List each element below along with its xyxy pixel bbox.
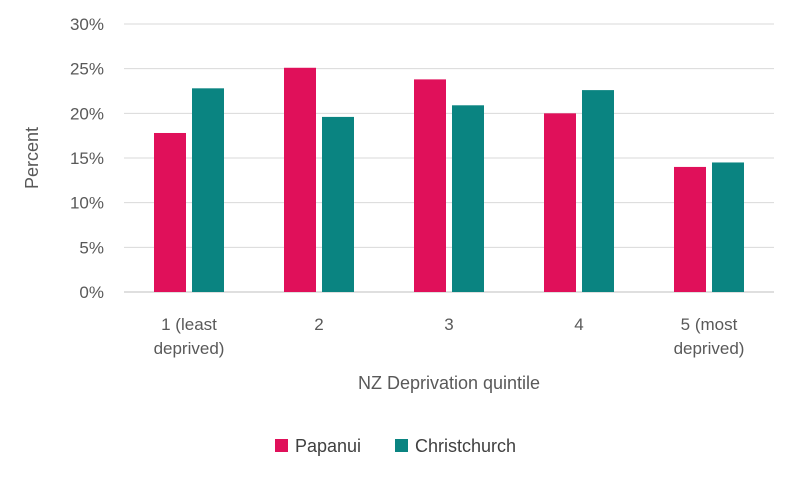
bar-papanui-2 [284,67,316,292]
legend: Papanui Christchurch [275,436,516,456]
gridlines [124,23,774,293]
bar-papanui-1 [154,132,186,292]
bar-christchurch-5 [712,162,744,292]
legend-swatch-christchurch [395,439,408,452]
y-axis-title: Percent [22,127,42,189]
x-tick-label: 5 (most deprived) [674,315,745,358]
bar-christchurch-4 [582,90,614,293]
x-tick-label: 4 [574,315,583,334]
bar-christchurch-2 [322,116,354,292]
y-tick-label: 0% [79,283,104,302]
y-tick-label: 25% [70,60,104,79]
y-axis-ticks: 0% 5% 10% 15% 20% 25% 30% [70,15,104,302]
legend-label-papanui: Papanui [295,436,361,456]
bar-papanui-4 [544,113,576,292]
y-tick-label: 15% [70,149,104,168]
bar-christchurch-3 [452,105,484,292]
x-axis-ticks: 1 (least deprived) 2 3 4 5 (most deprived) [154,315,745,358]
x-tick-label: 3 [444,315,453,334]
legend-swatch-papanui [275,439,288,452]
x-tick-label: 2 [314,315,323,334]
y-tick-label: 10% [70,194,104,213]
y-tick-label: 5% [79,238,104,257]
x-axis-title: NZ Deprivation quintile [358,373,540,393]
x-tick-label: 1 (least deprived) [154,315,225,358]
bar-papanui-3 [414,79,446,293]
bar-papanui-5 [674,166,706,292]
legend-label-christchurch: Christchurch [415,436,516,456]
bar-christchurch-1 [192,88,224,292]
y-tick-label: 20% [70,104,104,123]
y-tick-label: 30% [70,15,104,34]
bars [154,67,744,293]
